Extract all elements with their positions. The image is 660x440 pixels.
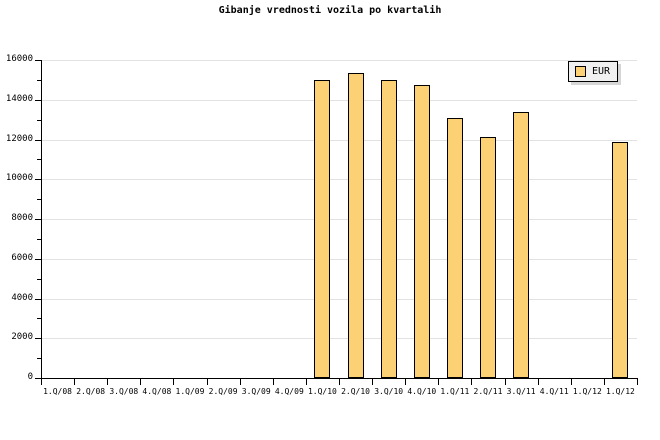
gridline	[41, 100, 637, 101]
y-tick-major	[35, 219, 41, 220]
x-axis-label: 1.Q/09	[175, 387, 205, 396]
y-tick-minor	[37, 279, 41, 280]
x-tick	[571, 379, 572, 385]
x-axis-label: 1.Q/12	[605, 387, 635, 396]
y-tick-minor	[37, 159, 41, 160]
y-axis-label: 4000	[11, 292, 33, 303]
y-tick-major	[35, 299, 41, 300]
x-axis-label: 2.Q/10	[341, 387, 370, 396]
y-tick-minor	[37, 318, 41, 319]
y-axis-label: 14000	[5, 93, 33, 104]
y-axis-label: 6000	[11, 252, 33, 263]
x-axis-label: 1.Q/10	[307, 387, 337, 396]
legend-swatch-eur	[575, 66, 586, 77]
x-axis-label: 2.Q/09	[208, 387, 238, 396]
gridline	[41, 219, 637, 220]
x-tick	[140, 379, 141, 385]
y-tick-major	[35, 60, 41, 61]
x-axis-label: 3.Q/08	[109, 387, 139, 396]
x-tick	[471, 379, 472, 385]
x-axis-label: 4.Q/11	[539, 387, 569, 396]
x-axis-label: 1.Q/08	[43, 387, 72, 396]
y-tick-minor	[37, 80, 41, 81]
chart-title: Gibanje vrednosti vozila po kvartalih	[218, 5, 442, 16]
bar[interactable]	[612, 142, 628, 378]
gridline	[41, 179, 637, 180]
x-tick	[438, 379, 439, 385]
y-axis-label: 0	[27, 372, 33, 382]
bar[interactable]	[348, 73, 364, 378]
x-tick	[273, 379, 274, 385]
x-axis-label: 3.Q/10	[374, 387, 404, 396]
x-tick	[240, 379, 241, 385]
legend-label-eur: EUR	[592, 66, 611, 77]
y-tick-minor	[37, 358, 41, 359]
x-tick	[207, 379, 208, 385]
x-axis-label: 4.Q/10	[407, 387, 437, 396]
y-axis-label: 16000	[5, 54, 33, 64]
plot-area	[41, 60, 637, 379]
bar[interactable]	[314, 80, 330, 378]
bar[interactable]	[381, 80, 397, 378]
bar[interactable]	[513, 112, 529, 378]
y-tick-major	[35, 378, 41, 379]
x-tick	[538, 379, 539, 385]
bar[interactable]	[447, 118, 463, 378]
gridline	[41, 60, 637, 61]
y-tick-major	[35, 179, 41, 180]
x-tick	[405, 379, 406, 385]
gridline	[41, 338, 637, 339]
y-tick-major	[35, 100, 41, 101]
y-tick-major	[35, 259, 41, 260]
x-tick	[604, 379, 605, 385]
y-tick-major	[35, 140, 41, 141]
x-axis-label: 4.Q/09	[274, 387, 304, 396]
x-tick	[306, 379, 307, 385]
x-tick	[173, 379, 174, 385]
x-axis-label: 3.Q/09	[241, 387, 271, 396]
y-axis-label: 2000	[11, 332, 33, 343]
bar[interactable]	[414, 85, 430, 378]
y-tick-major	[35, 338, 41, 339]
x-tick	[505, 379, 506, 385]
y-axis-label: 10000	[5, 173, 33, 184]
y-axis-label: 12000	[5, 133, 33, 144]
legend[interactable]: EUR	[568, 61, 619, 82]
gridline	[41, 259, 637, 260]
x-tick	[372, 379, 373, 385]
y-axis-line	[41, 60, 42, 379]
x-axis-label: 3.Q/11	[506, 387, 536, 396]
x-tick	[339, 379, 340, 385]
bar[interactable]	[480, 137, 496, 378]
y-tick-minor	[37, 120, 41, 121]
x-axis-line	[41, 378, 638, 379]
x-tick	[41, 379, 42, 385]
x-tick	[637, 379, 638, 385]
x-axis-label: 1.Q/11	[440, 387, 470, 396]
gridline	[41, 299, 637, 300]
y-tick-minor	[37, 239, 41, 240]
x-axis-label: 2.Q/08	[76, 387, 106, 396]
x-axis-label: 1.Q/12	[572, 387, 602, 396]
y-tick-minor	[37, 199, 41, 200]
gridline	[41, 140, 637, 141]
x-axis-label: 2.Q/11	[473, 387, 503, 396]
y-axis-label: 8000	[11, 213, 33, 223]
x-tick	[107, 379, 108, 385]
x-tick	[74, 379, 75, 385]
x-axis-label: 4.Q/08	[142, 387, 172, 396]
